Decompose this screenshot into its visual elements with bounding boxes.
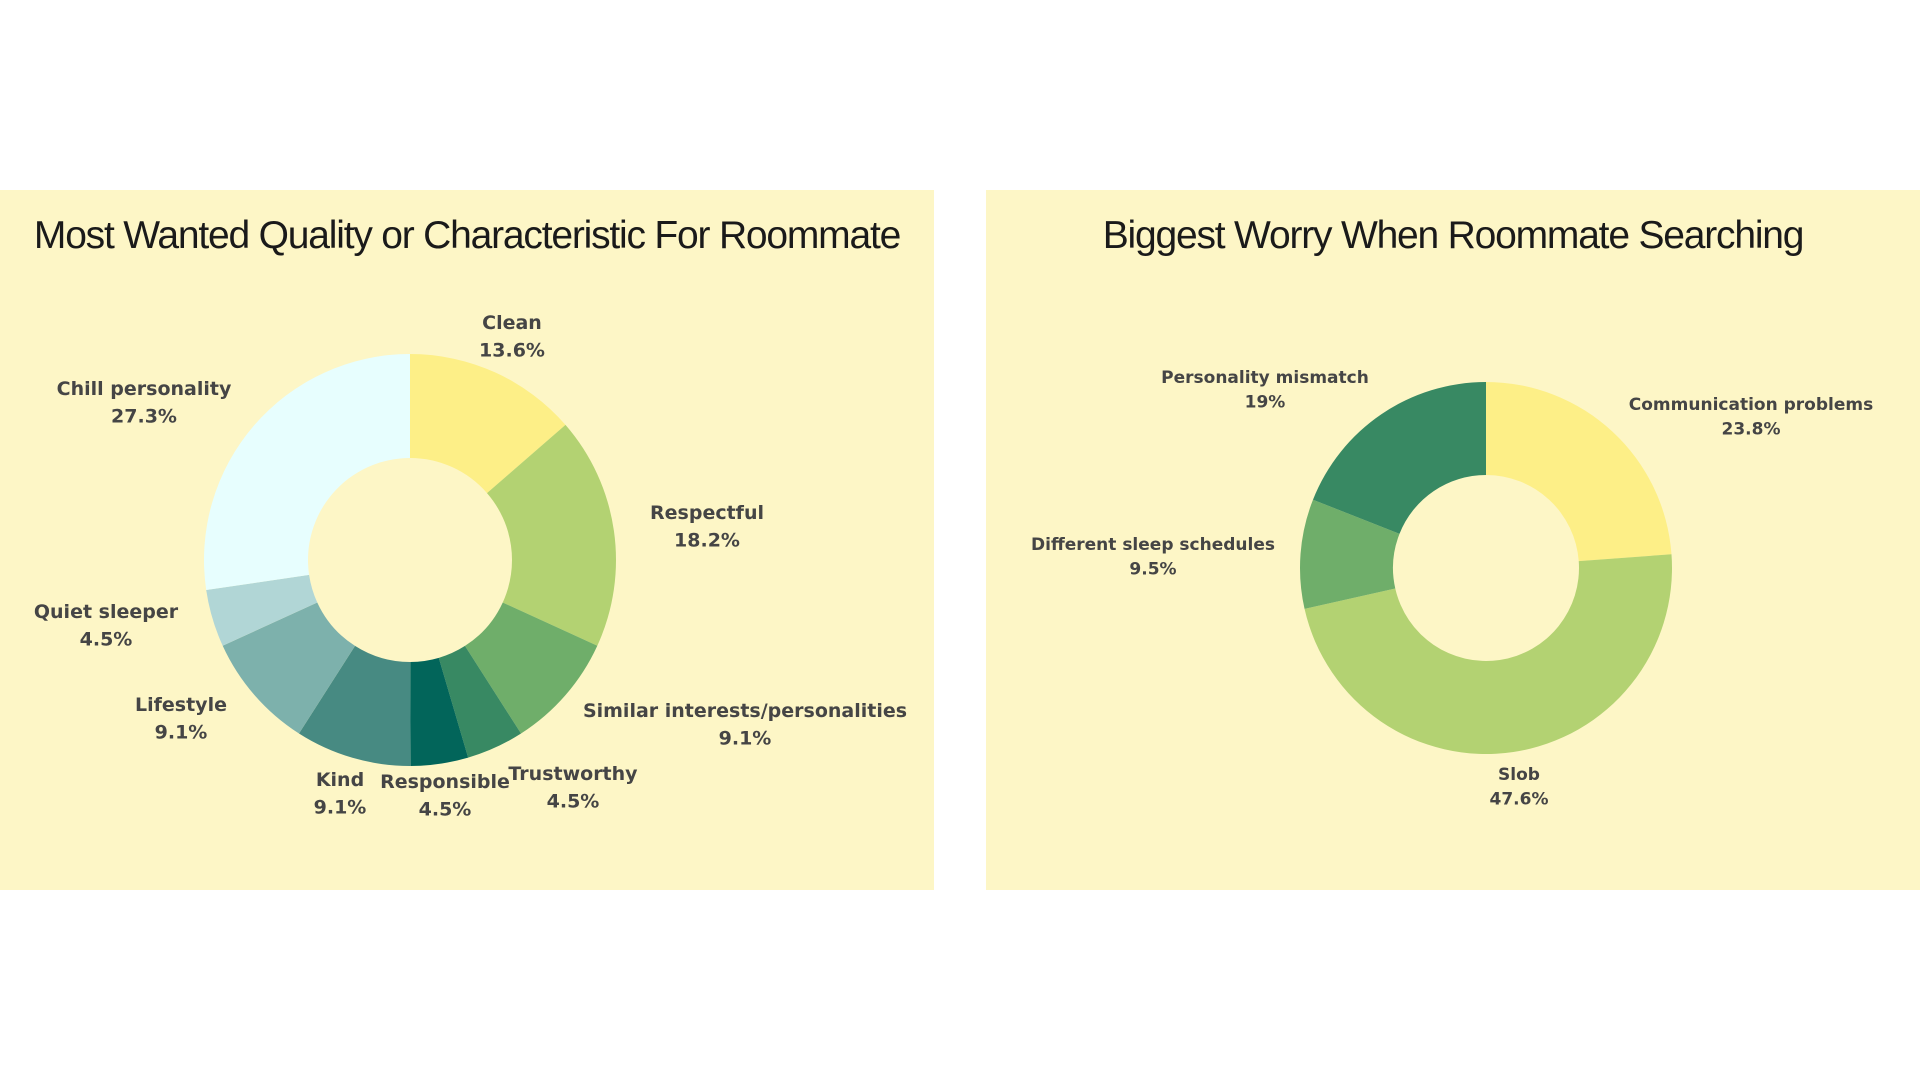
slice-responsible	[410, 657, 469, 766]
slice-label-value: 13.6%	[479, 340, 545, 362]
slices	[1300, 382, 1672, 754]
slice-label-lifestyle: Lifestyle 9.1%	[135, 694, 227, 744]
slice-label-value: 9.1%	[155, 722, 208, 744]
chart-panel-biggest-worry: Biggest Worry When Roommate Searching Co…	[986, 190, 1920, 890]
slice-label-name: Similar interests/personalities	[583, 700, 907, 722]
slice-label-value: 4.5%	[547, 791, 600, 813]
labels: Communication problems 23.8% Slob 47.6% Diff…	[1031, 368, 1873, 810]
slice-label-communication-problems: Communication problems 23.8%	[1629, 395, 1873, 440]
slice-label-trustworthy: Trustworthy 4.5%	[508, 763, 638, 813]
slice-label-different-sleep-schedules: Different sleep schedules 9.5%	[1031, 535, 1275, 580]
slice-label-similar-interests-personalities: Similar interests/personalities 9.1%	[583, 700, 907, 750]
slice-similar-interests-personalities	[464, 602, 598, 734]
slice-label-value: 19%	[1245, 393, 1286, 413]
slice-label-name: Chill personality	[57, 378, 232, 400]
slice-trustworthy	[438, 645, 522, 758]
slice-label-name: Personality mismatch	[1161, 368, 1369, 388]
labels: Clean 13.6% Respectful 18.2% Similar interes…	[34, 312, 907, 821]
slice-label-chill-personality: Chill personality 27.3%	[57, 378, 232, 428]
slice-label-value: 4.5%	[419, 799, 472, 821]
slice-label-quiet-sleeper: Quiet sleeper 4.5%	[34, 601, 179, 651]
slice-label-value: 18.2%	[674, 530, 740, 552]
slice-label-responsible: Responsible 4.5%	[380, 771, 510, 821]
slice-label-value: 27.3%	[111, 406, 177, 428]
slice-label-name: Slob	[1498, 765, 1540, 785]
slice-label-name: Different sleep schedules	[1031, 535, 1275, 555]
slice-label-name: Kind	[316, 769, 364, 791]
slice-personality-mismatch	[1312, 382, 1486, 534]
slice-label-value: 23.8%	[1722, 420, 1781, 440]
slice-communication-problems	[1486, 382, 1672, 562]
slice-label-name: Quiet sleeper	[34, 601, 179, 623]
slice-chill-personality	[204, 354, 410, 591]
slice-kind	[298, 645, 411, 766]
slice-different-sleep-schedules	[1300, 499, 1400, 609]
slices	[204, 354, 616, 766]
slice-label-value: 9.5%	[1129, 560, 1176, 580]
slice-label-value: 47.6%	[1490, 790, 1549, 810]
slice-label-name: Responsible	[380, 771, 510, 793]
slice-label-respectful: Respectful 18.2%	[650, 502, 764, 552]
slice-label-name: Respectful	[650, 502, 764, 524]
slice-label-name: Communication problems	[1629, 395, 1873, 415]
slice-label-name: Trustworthy	[508, 763, 638, 785]
slice-slob	[1304, 554, 1672, 754]
slice-label-slob: Slob 47.6%	[1490, 765, 1549, 810]
slice-label-name: Clean	[482, 312, 542, 334]
slice-quiet-sleeper	[206, 574, 318, 646]
slice-clean	[410, 354, 566, 494]
slice-lifestyle	[222, 602, 356, 734]
slice-label-value: 9.1%	[314, 797, 367, 819]
donut-chart-biggest-worry: Biggest Worry When Roommate Searching Co…	[1031, 214, 1873, 810]
slice-label-value: 9.1%	[719, 728, 772, 750]
chart-title: Most Wanted Quality or Characteristic Fo…	[34, 214, 900, 257]
slice-label-value: 4.5%	[80, 629, 133, 651]
donut-chart-wanted-quality: Most Wanted Quality or Characteristic Fo…	[34, 214, 907, 821]
slice-label-name: Lifestyle	[135, 694, 227, 716]
slice-label-personality-mismatch: Personality mismatch 19%	[1161, 368, 1369, 413]
slice-label-kind: Kind 9.1%	[314, 769, 367, 819]
chart-panel-wanted-quality: Most Wanted Quality or Characteristic Fo…	[0, 190, 934, 890]
slice-respectful	[486, 424, 616, 646]
chart-title: Biggest Worry When Roommate Searching	[1103, 214, 1804, 257]
slice-label-clean: Clean 13.6%	[479, 312, 545, 362]
